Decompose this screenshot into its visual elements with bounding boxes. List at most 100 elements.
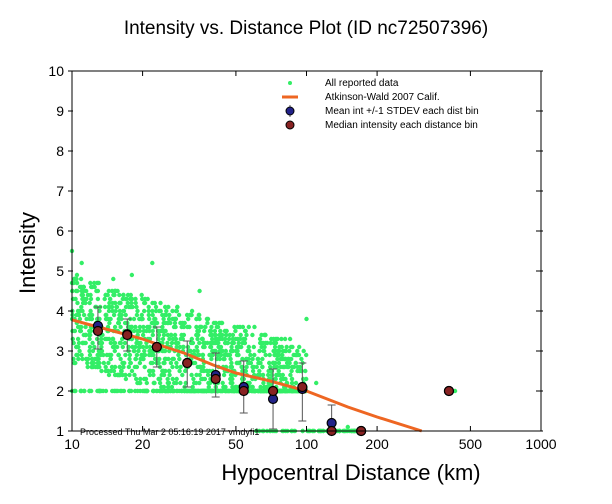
data-point bbox=[99, 348, 105, 354]
data-point bbox=[191, 376, 196, 382]
data-point bbox=[112, 348, 118, 354]
data-point bbox=[220, 380, 225, 386]
data-point bbox=[228, 376, 233, 382]
data-point bbox=[239, 344, 244, 350]
data-point bbox=[130, 304, 135, 310]
data-point bbox=[173, 316, 178, 322]
data-point bbox=[218, 328, 223, 334]
data-point bbox=[123, 352, 128, 358]
data-point bbox=[170, 364, 175, 370]
data-point bbox=[176, 340, 181, 346]
data-point bbox=[119, 388, 124, 394]
data-point bbox=[139, 292, 144, 298]
data-point bbox=[174, 364, 180, 370]
data-point bbox=[121, 292, 126, 298]
y-tick-label: 2 bbox=[56, 383, 64, 399]
data-point bbox=[119, 368, 124, 374]
data-point bbox=[298, 364, 303, 370]
data-point bbox=[104, 312, 109, 318]
data-point bbox=[151, 380, 156, 386]
data-point bbox=[158, 328, 163, 334]
data-point bbox=[197, 288, 202, 294]
data-point bbox=[244, 364, 249, 370]
data-point bbox=[234, 352, 240, 358]
data-point bbox=[192, 360, 198, 366]
data-point bbox=[99, 340, 104, 346]
data-point bbox=[268, 340, 273, 346]
data-point bbox=[84, 296, 89, 302]
data-point bbox=[257, 368, 262, 374]
data-point bbox=[283, 376, 288, 382]
data-point bbox=[190, 384, 195, 390]
data-point bbox=[87, 348, 92, 354]
data-point bbox=[133, 296, 138, 302]
data-point bbox=[250, 384, 255, 390]
data-point bbox=[140, 316, 145, 322]
x-tick-label: 100 bbox=[295, 436, 319, 452]
data-point bbox=[146, 304, 151, 310]
data-point bbox=[235, 336, 240, 342]
data-point bbox=[168, 360, 174, 366]
data-point bbox=[70, 296, 76, 302]
data-point bbox=[140, 296, 145, 302]
data-point bbox=[272, 352, 277, 358]
data-point bbox=[150, 260, 155, 266]
data-point bbox=[142, 364, 147, 370]
data-point bbox=[272, 340, 278, 346]
data-point bbox=[209, 356, 214, 362]
data-point bbox=[272, 344, 278, 350]
data-point bbox=[113, 308, 118, 314]
y-tick-label: 6 bbox=[56, 223, 64, 239]
data-point bbox=[103, 368, 109, 374]
data-point bbox=[144, 344, 149, 350]
data-point bbox=[288, 344, 294, 350]
data-point bbox=[189, 372, 194, 378]
data-point bbox=[202, 344, 207, 350]
data-point bbox=[107, 300, 112, 306]
data-point bbox=[170, 376, 175, 382]
data-point bbox=[206, 384, 211, 390]
data-point bbox=[79, 352, 84, 358]
data-point bbox=[262, 344, 267, 350]
legend-label: Mean int +/-1 STDEV each dist bin bbox=[325, 106, 479, 117]
data-point bbox=[213, 348, 218, 354]
data-point bbox=[176, 312, 182, 318]
data-point bbox=[132, 388, 138, 394]
data-point bbox=[199, 324, 204, 330]
data-point bbox=[261, 380, 266, 386]
data-point bbox=[267, 360, 272, 366]
data-point bbox=[139, 312, 144, 318]
bins-layer bbox=[92, 306, 455, 437]
x-axis-label: Hypocentral Distance (km) bbox=[221, 460, 481, 485]
data-point bbox=[275, 356, 280, 362]
data-point bbox=[297, 344, 302, 350]
data-point bbox=[178, 364, 183, 370]
data-point bbox=[158, 300, 163, 306]
data-point bbox=[287, 348, 292, 354]
data-point bbox=[108, 356, 114, 362]
data-point bbox=[210, 340, 216, 346]
data-point bbox=[256, 356, 261, 362]
data-point bbox=[222, 356, 227, 362]
y-tick-label: 8 bbox=[56, 143, 64, 159]
data-point bbox=[174, 376, 179, 382]
data-point bbox=[194, 372, 199, 378]
data-point bbox=[234, 360, 240, 366]
data-point bbox=[167, 372, 172, 378]
data-point bbox=[230, 384, 235, 390]
median-marker bbox=[297, 381, 308, 393]
data-point bbox=[138, 376, 143, 382]
data-point bbox=[103, 292, 108, 298]
data-point bbox=[86, 332, 92, 338]
data-point bbox=[271, 360, 276, 366]
data-point bbox=[147, 316, 152, 322]
data-point bbox=[153, 308, 159, 314]
data-point bbox=[279, 356, 285, 362]
data-point bbox=[94, 288, 99, 294]
data-point bbox=[279, 344, 284, 350]
data-point bbox=[74, 272, 80, 278]
data-point bbox=[79, 260, 84, 266]
data-point bbox=[130, 344, 135, 350]
data-point bbox=[241, 336, 246, 342]
